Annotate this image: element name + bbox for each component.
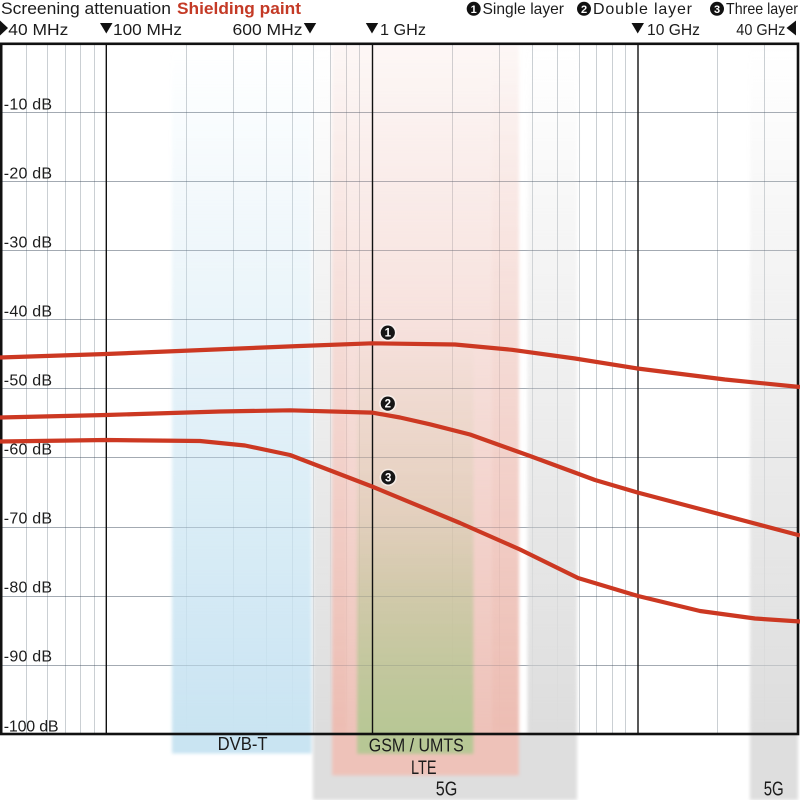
svg-text:-60 dB: -60 dB: [4, 441, 52, 458]
svg-text:-30 dB: -30 dB: [4, 234, 52, 251]
svg-text:-90 dB: -90 dB: [4, 649, 52, 666]
svg-text:Three layer: Three layer: [726, 1, 799, 18]
svg-text:GSM / UMTS: GSM / UMTS: [369, 736, 464, 756]
svg-text:-20 dB: -20 dB: [4, 165, 52, 182]
svg-text:3: 3: [385, 472, 391, 484]
svg-text:-50 dB: -50 dB: [4, 372, 52, 389]
svg-text:Screening attenuation: Screening attenuation: [1, 0, 171, 18]
svg-text:5G: 5G: [436, 779, 458, 800]
svg-text:LTE: LTE: [411, 758, 437, 779]
svg-text:1: 1: [471, 4, 477, 16]
svg-text:-100 dB: -100 dB: [4, 719, 59, 736]
svg-text:40 GHz: 40 GHz: [736, 22, 785, 39]
svg-text:1 GHz: 1 GHz: [380, 22, 426, 39]
svg-text:3: 3: [714, 4, 720, 16]
svg-text:-10 dB: -10 dB: [4, 96, 52, 113]
svg-text:100 MHz: 100 MHz: [113, 22, 182, 39]
svg-text:Double layer: Double layer: [593, 1, 693, 18]
svg-text:Shielding paint: Shielding paint: [177, 0, 301, 18]
svg-text:2: 2: [581, 4, 587, 16]
svg-text:10 GHz: 10 GHz: [647, 22, 700, 39]
svg-text:600 MHz: 600 MHz: [233, 22, 303, 39]
svg-text:2: 2: [385, 399, 391, 411]
svg-text:5G: 5G: [764, 779, 784, 800]
svg-text:DVB-T: DVB-T: [218, 734, 268, 754]
svg-text:1: 1: [385, 328, 392, 340]
svg-text:40 MHz: 40 MHz: [8, 22, 68, 39]
svg-text:-80 dB: -80 dB: [4, 580, 52, 597]
svg-text:-40 dB: -40 dB: [4, 303, 52, 320]
svg-text:Single layer: Single layer: [483, 1, 565, 18]
svg-text:-70 dB: -70 dB: [4, 511, 52, 528]
